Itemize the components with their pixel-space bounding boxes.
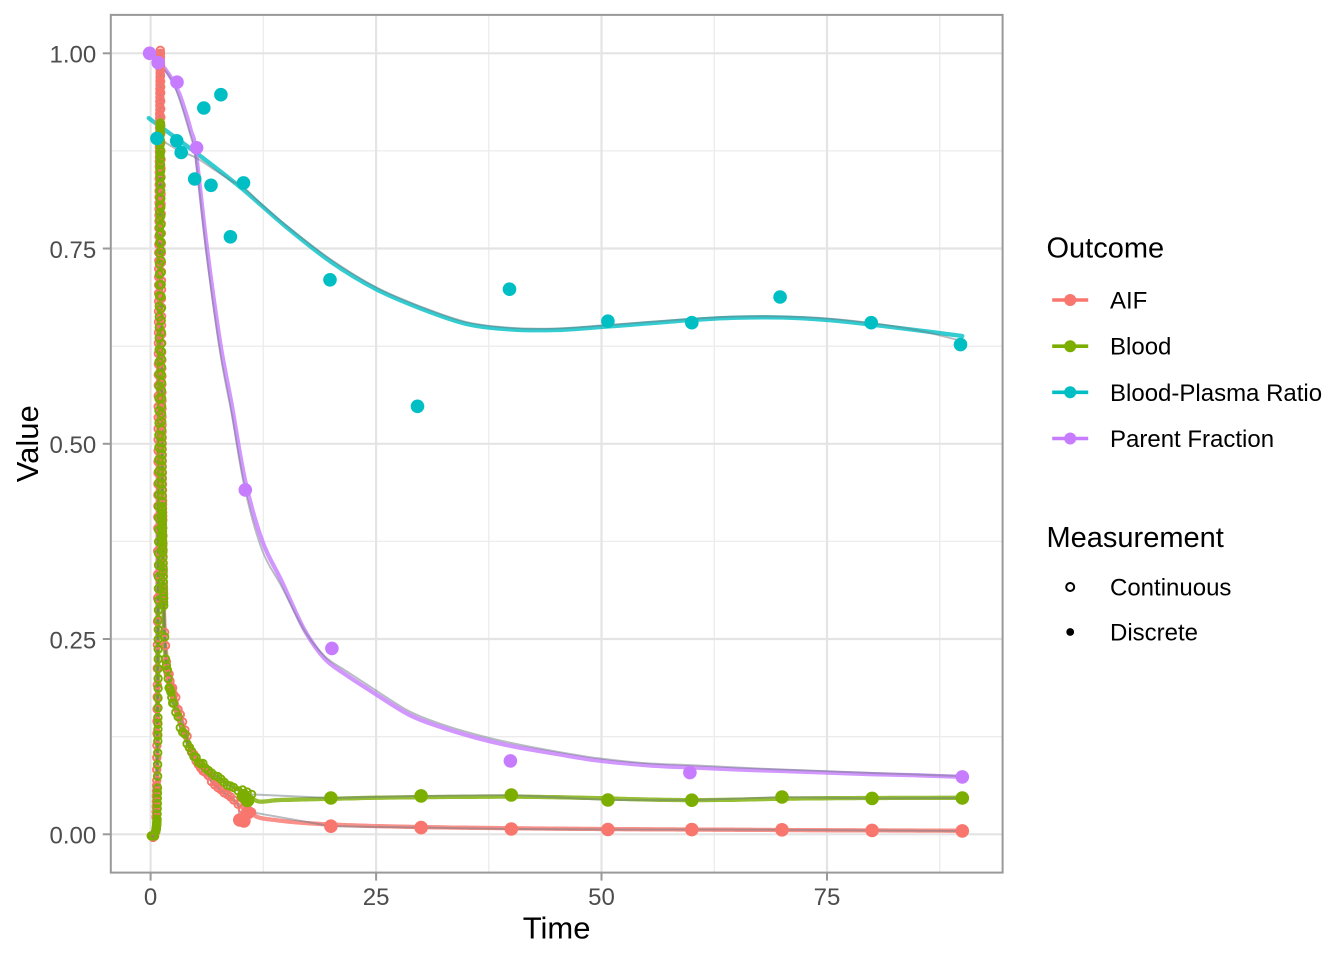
svg-text:AIF: AIF: [1110, 288, 1147, 315]
svg-text:75: 75: [814, 884, 841, 911]
svg-text:Continuous: Continuous: [1110, 575, 1231, 602]
svg-text:Outcome: Outcome: [1047, 233, 1165, 265]
svg-text:Time: Time: [523, 910, 591, 945]
svg-text:Measurement: Measurement: [1047, 522, 1224, 554]
svg-text:Discrete: Discrete: [1110, 620, 1198, 647]
svg-text:0.00: 0.00: [49, 823, 96, 850]
svg-text:0.75: 0.75: [49, 237, 96, 264]
svg-text:0: 0: [144, 884, 157, 911]
svg-text:0.50: 0.50: [49, 432, 96, 459]
svg-text:Value: Value: [10, 405, 45, 482]
svg-text:25: 25: [363, 884, 390, 911]
svg-text:Blood: Blood: [1110, 334, 1171, 361]
svg-text:Parent Fraction: Parent Fraction: [1110, 426, 1274, 453]
svg-text:50: 50: [588, 884, 615, 911]
svg-text:0.25: 0.25: [49, 627, 96, 654]
svg-text:Blood-Plasma Ratio: Blood-Plasma Ratio: [1110, 380, 1322, 407]
svg-text:1.00: 1.00: [49, 42, 96, 69]
